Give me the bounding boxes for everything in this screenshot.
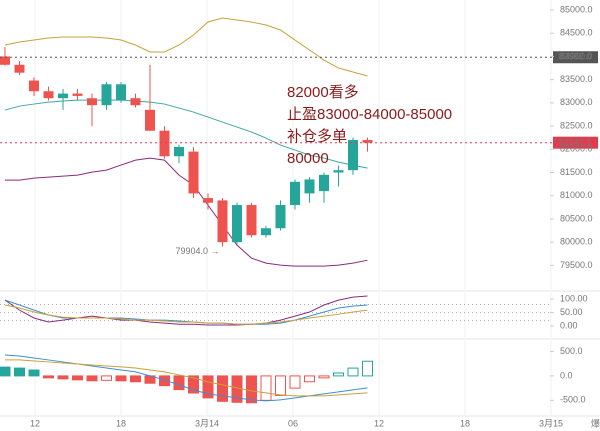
candle-body bbox=[362, 140, 373, 143]
y-tick-label: 100.00 bbox=[560, 293, 588, 303]
candle-body bbox=[290, 181, 300, 206]
x-tick-label: 06 bbox=[288, 418, 298, 428]
x-tick-label: 12 bbox=[30, 418, 40, 428]
y-tick-label: 500.0 bbox=[560, 346, 583, 356]
candle-body bbox=[319, 174, 329, 192]
annotation: 80000 bbox=[287, 150, 329, 167]
price-label: 83982.0 bbox=[559, 52, 592, 62]
low-marker: 79904.0 → bbox=[175, 246, 219, 256]
y-tick-label: 84500.0 bbox=[560, 28, 593, 38]
annotation: 止盈83000-84000-85000 bbox=[287, 106, 452, 123]
histogram-bar bbox=[28, 369, 40, 377]
corner-label: 爆 bbox=[591, 417, 600, 428]
candle-body bbox=[261, 228, 271, 236]
indicator-line bbox=[4, 304, 368, 325]
y-tick-label: 83500.0 bbox=[560, 74, 593, 84]
x-tick-label: 18 bbox=[460, 418, 470, 428]
histogram-bar bbox=[362, 360, 373, 377]
candle-body bbox=[0, 56, 10, 65]
candle-body bbox=[188, 151, 199, 194]
histogram-bar bbox=[246, 375, 257, 404]
histogram-bar bbox=[333, 372, 344, 377]
candle-body bbox=[101, 84, 112, 106]
histogram-bar bbox=[289, 375, 301, 389]
y-tick-label: 0.00 bbox=[560, 320, 578, 330]
histogram-bar bbox=[202, 375, 214, 399]
histogram-bar bbox=[318, 375, 330, 379]
y-tick-label: 0.0 bbox=[560, 370, 573, 380]
candle-body bbox=[348, 140, 358, 171]
histogram-bar bbox=[130, 375, 141, 383]
histogram-bar bbox=[275, 375, 286, 396]
y-tick-label: 81000.0 bbox=[560, 190, 593, 200]
candle-body bbox=[72, 93, 83, 96]
candle-body bbox=[232, 205, 242, 243]
histogram-bar bbox=[101, 375, 112, 381]
candle-body bbox=[203, 198, 213, 203]
macd-line bbox=[5, 359, 368, 397]
x-tick-label: 3月14 bbox=[195, 418, 219, 428]
annotation: 补仓多单 bbox=[287, 128, 347, 145]
histogram-bar bbox=[217, 375, 228, 402]
histogram-bar bbox=[57, 375, 69, 380]
y-tick-label: 79500.0 bbox=[560, 260, 593, 270]
candle-body bbox=[145, 109, 155, 131]
candle-body bbox=[87, 98, 97, 106]
candle-body bbox=[217, 200, 228, 243]
histogram-bar bbox=[14, 367, 25, 377]
price-label: 82142.1 bbox=[559, 137, 592, 147]
band-line bbox=[5, 157, 368, 267]
band-line bbox=[4, 17, 368, 77]
y-tick-label: 80500.0 bbox=[560, 213, 593, 223]
y-tick-label: 85000.0 bbox=[560, 4, 593, 14]
histogram-bar bbox=[173, 375, 185, 391]
histogram-bar bbox=[260, 375, 272, 401]
histogram-bar bbox=[115, 375, 127, 382]
y-tick-label: 50.00 bbox=[560, 307, 583, 317]
y-tick-label: -500.0 bbox=[560, 395, 586, 405]
y-tick-label: 84000.0 bbox=[560, 51, 593, 61]
histogram-bar bbox=[43, 375, 54, 379]
indicator-line bbox=[4, 295, 368, 326]
y-tick-label: 82500.0 bbox=[560, 120, 593, 130]
candle-body bbox=[174, 146, 184, 157]
candle-body bbox=[159, 130, 170, 157]
histogram-bar bbox=[86, 375, 98, 382]
candle-body bbox=[246, 205, 257, 236]
candle-body bbox=[29, 80, 39, 92]
annotation: 82000看多 bbox=[287, 84, 359, 101]
histogram-bar bbox=[0, 366, 11, 377]
candle-body bbox=[58, 93, 68, 99]
histogram-bar bbox=[159, 375, 170, 387]
y-tick-label: 80000.0 bbox=[560, 237, 593, 247]
x-tick-label: 12 bbox=[374, 418, 384, 428]
histogram-bar bbox=[347, 367, 359, 377]
x-tick-label: 3月15 bbox=[539, 418, 563, 428]
y-tick-label: 82000.0 bbox=[560, 144, 593, 154]
x-tick-label: 18 bbox=[116, 418, 126, 428]
histogram-bar bbox=[188, 375, 199, 394]
price-label-box bbox=[553, 51, 598, 64]
candle-body bbox=[275, 205, 286, 229]
candle-body bbox=[116, 84, 126, 101]
band-line bbox=[4, 99, 368, 169]
candle-body bbox=[130, 98, 141, 106]
candle-body bbox=[304, 179, 315, 194]
price-label-box bbox=[553, 136, 598, 149]
candle-body bbox=[333, 170, 344, 173]
histogram-bar bbox=[304, 375, 315, 383]
candle-body bbox=[43, 91, 54, 99]
indicator-line bbox=[4, 299, 368, 325]
candle-body bbox=[14, 64, 25, 73]
y-tick-label: 81500.0 bbox=[560, 167, 593, 177]
histogram-bar bbox=[72, 375, 83, 381]
y-tick-label: 83000.0 bbox=[560, 97, 593, 107]
